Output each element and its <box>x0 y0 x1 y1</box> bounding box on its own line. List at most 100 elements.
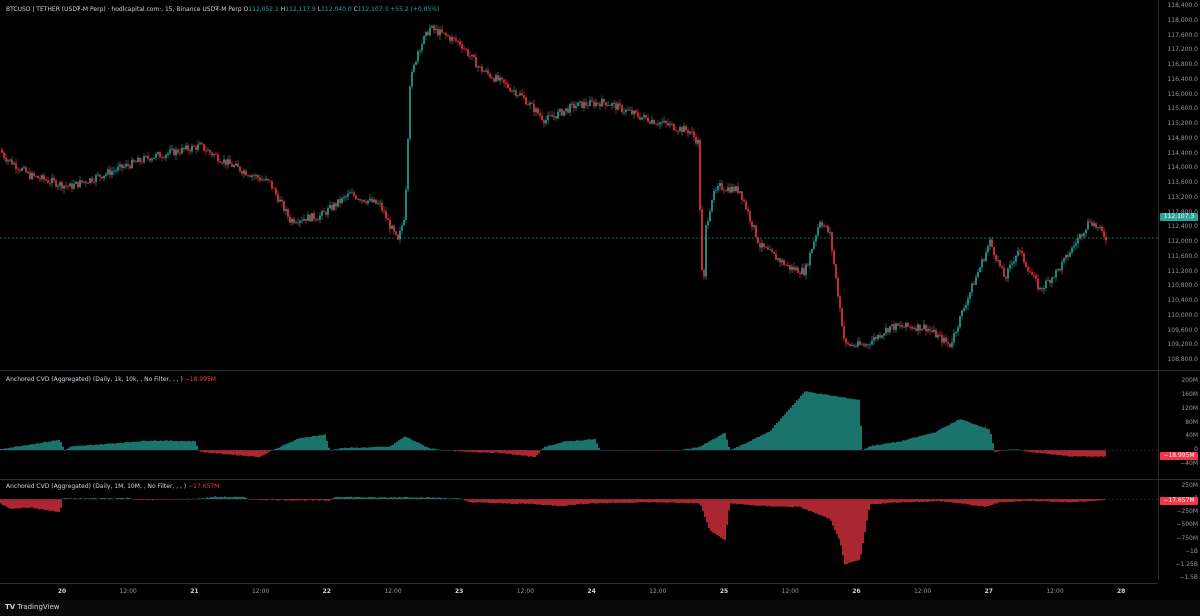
time-axis[interactable]: 20 12:00 21 12:00 22 12:00 23 12:00 24 12:00 25 12:… <box>0 583 1158 600</box>
cvd-bar <box>1006 499 1008 502</box>
time-tick-label: 12:00 <box>251 588 270 595</box>
cvd-bar <box>478 450 480 453</box>
cvd-bar <box>98 444 100 451</box>
cvd-bar <box>756 437 758 451</box>
symbol-legend: BTCUSD | TETHER (USD₮-M Perp) · hodlcapi… <box>6 6 439 13</box>
cvd-bar <box>262 450 264 456</box>
cvd-bar <box>988 429 990 451</box>
cvd-bar <box>440 497 442 500</box>
candle-body <box>347 193 349 197</box>
cvd1-axis[interactable]: 200M 160M 120M 80M 40M 0 −40M <box>1158 371 1200 478</box>
cvd-bar <box>1038 499 1040 502</box>
cvd-bar <box>366 497 368 500</box>
tradingview-brand[interactable]: TV TradingView <box>5 603 60 611</box>
cvd-bar <box>114 498 116 500</box>
candle-body <box>395 231 397 235</box>
cvd-bar <box>240 450 242 456</box>
cvd-bar <box>516 499 518 505</box>
candle-body <box>1 149 3 153</box>
candle-body <box>445 32 447 36</box>
candle-body <box>565 108 567 111</box>
cvd-bar <box>466 499 468 501</box>
cvd-bar <box>1062 450 1064 456</box>
candle-body <box>703 269 705 277</box>
candle-body <box>173 148 175 156</box>
cvd-bar <box>432 448 434 451</box>
cvd-bar <box>286 499 288 501</box>
price-chart[interactable] <box>0 0 1158 369</box>
candle-body <box>467 49 469 56</box>
cvd-bar <box>154 440 156 451</box>
cvd1-tick-label: 200M <box>1181 377 1198 384</box>
candle-body <box>99 174 101 177</box>
candle-body <box>721 183 723 190</box>
cvd2-tick-label: 250M <box>1181 482 1198 489</box>
cvd-bar <box>930 499 932 502</box>
candle-body <box>899 325 901 327</box>
cvd-bar <box>1064 450 1066 456</box>
cvd-bar <box>1080 450 1082 457</box>
candle-body <box>317 219 319 221</box>
cvd-bar <box>386 497 388 500</box>
cvd-bar <box>34 499 36 509</box>
cvd-bar <box>164 440 166 451</box>
cvd-bar <box>298 438 300 451</box>
candle-body <box>417 51 419 62</box>
cvd-bar <box>536 499 538 505</box>
candle-body <box>837 277 839 297</box>
candle-body <box>269 180 271 182</box>
pane-separator[interactable] <box>0 370 1200 371</box>
cvd-bar <box>470 499 472 503</box>
cvd-bar <box>126 441 128 451</box>
price-tick-label: 116,800.0 <box>1167 61 1198 68</box>
candle-body <box>497 75 499 81</box>
cvd2-histogram[interactable] <box>0 480 1158 580</box>
cvd-bar <box>922 435 924 451</box>
cvd-bar <box>740 499 742 504</box>
cvd2-axis[interactable]: 250M0−250M−500M−750M−1B−1.25B−1.5B <box>1158 480 1200 581</box>
cvd-bar <box>630 499 632 503</box>
cvd-bar <box>310 436 312 451</box>
cvd-bar <box>476 499 478 503</box>
cvd2-pane[interactable] <box>0 480 1158 580</box>
cvd-bar <box>768 432 770 451</box>
cvd-bar <box>426 497 428 500</box>
cvd2-tick-label: −250M <box>1176 508 1198 516</box>
cvd-bar <box>308 499 310 500</box>
cvd-bar <box>12 499 14 509</box>
cvd-bar <box>820 393 822 451</box>
price-chart-pane[interactable] <box>0 0 1158 369</box>
cvd-bar <box>20 446 22 451</box>
cvd-bar <box>192 440 194 451</box>
price-tick-label: 112,000.0 <box>1167 238 1198 245</box>
pane-separator[interactable] <box>0 479 1200 480</box>
cvd-bar <box>14 446 16 451</box>
cvd-bar <box>90 444 92 451</box>
cvd-bar <box>130 442 132 451</box>
candle-body <box>183 147 185 149</box>
cvd-bar <box>946 425 948 451</box>
candle-body <box>829 232 831 233</box>
cvd-bar <box>908 439 910 451</box>
cvd-bar <box>1078 499 1080 502</box>
price-axis[interactable]: 118,400.0 118,000.0 117,600.0 117,200.0 116,… <box>1158 0 1200 369</box>
cvd-bar <box>950 423 952 451</box>
cvd-bar <box>606 450 608 451</box>
cvd1-histogram[interactable] <box>0 371 1158 478</box>
cvd-bar <box>288 499 290 501</box>
price-tick-label: 113,200.0 <box>1167 193 1198 201</box>
cvd-bar <box>548 445 550 451</box>
candle-body <box>369 198 371 201</box>
cvd-bar <box>320 499 322 501</box>
cvd-bar <box>970 423 972 451</box>
cvd-bar <box>146 499 148 501</box>
cvd-bar <box>942 427 944 451</box>
cvd-bar <box>580 440 582 451</box>
candle-body <box>407 139 409 190</box>
cvd-bar <box>32 444 34 451</box>
cvd-bar <box>32 499 34 508</box>
cvd1-pane[interactable] <box>0 371 1158 478</box>
cvd-bar <box>422 497 424 500</box>
cvd-bar <box>174 499 176 500</box>
cvd-bar <box>1078 450 1080 457</box>
